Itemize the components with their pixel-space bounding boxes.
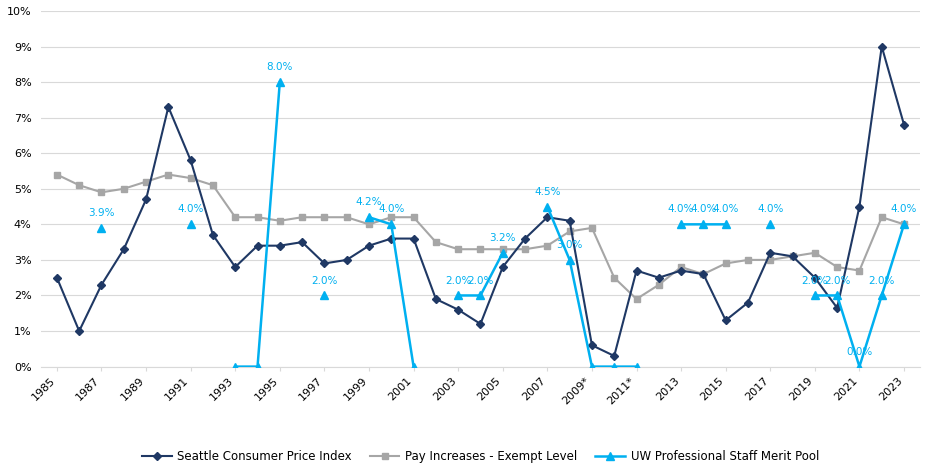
- Text: 4.0%: 4.0%: [177, 204, 204, 214]
- Text: 8.0%: 8.0%: [267, 62, 293, 72]
- Text: 4.0%: 4.0%: [757, 204, 783, 214]
- Legend: Seattle Consumer Price Index, Pay Increases - Exempt Level, UW Professional Staf: Seattle Consumer Price Index, Pay Increa…: [137, 445, 824, 467]
- Text: 4.0%: 4.0%: [668, 204, 694, 214]
- Text: 0.0%: 0.0%: [846, 347, 872, 357]
- Text: 4.0%: 4.0%: [713, 204, 739, 214]
- Text: 3.9%: 3.9%: [88, 208, 115, 218]
- Text: 2.0%: 2.0%: [467, 275, 494, 285]
- Text: 4.0%: 4.0%: [891, 204, 917, 214]
- Text: 2.0%: 2.0%: [824, 275, 850, 285]
- Text: 4.0%: 4.0%: [378, 204, 404, 214]
- Text: 2.0%: 2.0%: [445, 275, 471, 285]
- Text: 2.0%: 2.0%: [869, 275, 895, 285]
- Text: 2.0%: 2.0%: [311, 275, 337, 285]
- Text: 4.2%: 4.2%: [356, 197, 382, 207]
- Text: 3.0%: 3.0%: [556, 240, 583, 250]
- Text: 4.0%: 4.0%: [691, 204, 717, 214]
- Text: 2.0%: 2.0%: [802, 275, 828, 285]
- Text: 4.5%: 4.5%: [534, 187, 561, 196]
- Text: 3.2%: 3.2%: [489, 233, 516, 243]
